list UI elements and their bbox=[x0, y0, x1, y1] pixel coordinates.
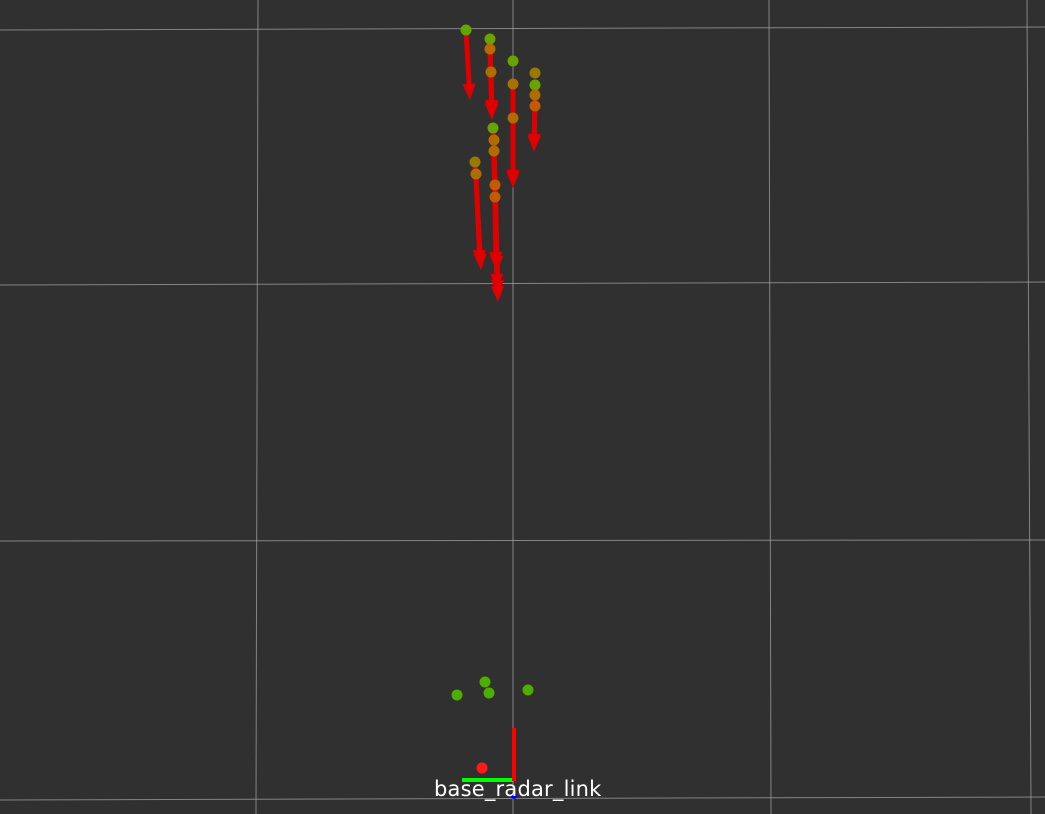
grid-line bbox=[768, 0, 772, 814]
velocity-arrow-head bbox=[485, 101, 499, 118]
detection-point bbox=[484, 43, 496, 55]
velocity-arrow-shaft bbox=[492, 195, 499, 253]
velocity-arrow-head bbox=[527, 133, 541, 150]
velocity-arrow-shaft bbox=[463, 29, 472, 85]
velocity-arrow-head bbox=[462, 83, 476, 100]
detection-point bbox=[470, 168, 482, 180]
detection-point bbox=[507, 55, 519, 67]
velocity-arrows bbox=[462, 29, 541, 302]
detection-point bbox=[479, 676, 491, 688]
detection-point bbox=[507, 78, 519, 90]
velocity-arrow-head bbox=[489, 251, 503, 268]
grid-line bbox=[0, 26, 1045, 31]
detection-point bbox=[507, 112, 519, 124]
detection-point bbox=[488, 145, 500, 157]
detection-point bbox=[489, 191, 501, 203]
detection-points bbox=[451, 24, 541, 701]
detection-point bbox=[529, 79, 541, 91]
frame-label: base_radar_link bbox=[434, 777, 602, 801]
velocity-arrow-shaft bbox=[473, 173, 482, 251]
detection-point bbox=[469, 156, 481, 168]
detection-point bbox=[529, 100, 541, 112]
velocity-arrow-head bbox=[472, 249, 486, 266]
grid-line bbox=[0, 539, 1045, 542]
velocity-arrow-head bbox=[506, 170, 520, 186]
grid-line bbox=[0, 281, 1045, 286]
detection-point bbox=[483, 687, 495, 699]
grid-line bbox=[255, 0, 259, 814]
detection-point bbox=[460, 24, 472, 36]
frame-axes bbox=[462, 728, 517, 799]
detection-point bbox=[522, 684, 534, 696]
ego-marker bbox=[476, 762, 488, 774]
detection-point bbox=[487, 122, 499, 134]
detection-point bbox=[529, 89, 541, 101]
detection-point bbox=[489, 179, 501, 191]
detection-point bbox=[484, 33, 496, 45]
detection-point bbox=[488, 134, 500, 146]
detection-point bbox=[451, 689, 463, 701]
detection-point bbox=[485, 66, 497, 78]
frame-z-axis bbox=[511, 793, 517, 799]
grid-line bbox=[0, 796, 1045, 801]
detection-point bbox=[529, 67, 541, 79]
grid-line bbox=[1026, 0, 1032, 814]
velocity-arrow-head bbox=[490, 273, 504, 290]
